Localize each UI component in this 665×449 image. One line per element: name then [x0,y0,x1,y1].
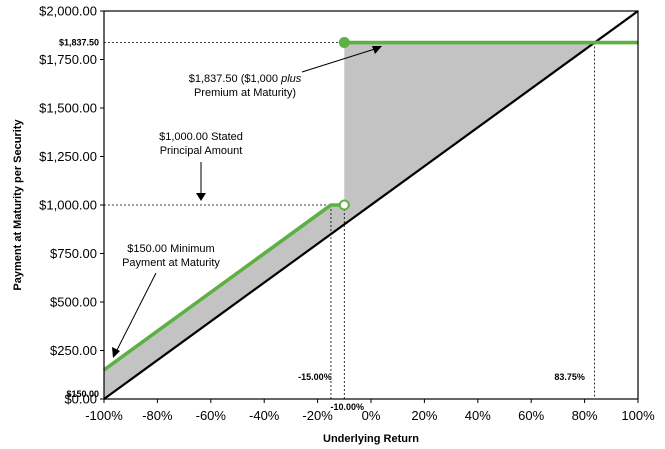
x-tick-label-1: -80% [142,408,173,423]
annotation-premium-arrow [301,47,379,73]
annotation-premium-italic: plus [280,73,302,85]
reference-label-neg10: -10.00% [331,402,365,412]
y-tick-label-8: $2,000.00 [39,4,97,19]
y-tick-label-4: $1,000.00 [39,198,97,213]
x-tick-label-9: 80% [572,408,598,423]
series-line-0 [103,10,639,400]
markers [338,37,350,211]
reference-label-150: $150.00 [66,389,99,399]
y-tick-label-5: $1,250.00 [39,149,97,164]
y-tick-label-0: $0.00 [64,392,97,407]
x-tick-label-6: 20% [411,408,437,423]
annotation-stated: $1,000.00 Stated Principal Amount [159,131,243,201]
x-tick-label-7: 40% [465,408,491,423]
y-tick-label-1: $250.00 [50,343,97,358]
annotation-minimum-arrowhead [112,347,120,358]
annotation-premium-line2: Premium at Maturity) [194,87,296,99]
annotation-minimum: $150.00 Minimum Payment at Maturity [112,243,220,358]
reference-label-8375: 83.75% [554,372,585,382]
x-tick-label-8: 60% [518,408,544,423]
y-tick-label-2: $500.00 [50,295,97,310]
y-tick-label-6: $1,500.00 [39,101,97,116]
y-tick-label-3: $750.00 [50,246,97,261]
annotation-minimum-line2: Payment at Maturity [122,257,220,269]
reference-label-1837: $1,837.50 [59,38,99,48]
x-tick-label-5: 0% [362,408,381,423]
svg-text:$1,837.50 ($1,000 plus: $1,837.50 ($1,000 plus [189,73,302,85]
y-axis-title: Payment at Maturity per Security [12,119,24,291]
annotation-premium: $1,837.50 ($1,000 plus Premium at Maturi… [189,46,382,99]
x-tick-label-0: -100% [85,408,123,423]
marker-1 [338,199,350,211]
annotation-premium-text: $1,837.50 ($1,000 [189,73,281,85]
x-tick-label-3: -40% [249,408,280,423]
shaded-region-0 [104,205,345,399]
reference-lines [104,42,596,399]
annotation-stated-line1: $1,000.00 Stated [159,131,243,143]
axes [100,10,639,403]
annotation-stated-line2: Principal Amount [160,145,243,157]
reference-label-neg15: -15.00% [298,372,332,382]
y-tick-label-7: $1,750.00 [39,52,97,67]
annotation-stated-arrowhead [196,193,206,201]
marker-0 [338,37,350,49]
annotation-minimum-arrow [116,272,157,351]
annotation-premium-arrowhead [372,46,382,54]
tick-labels: $0.00 $250.00 $500.00 $750.00 $1,000.00 $1,25… [39,4,655,424]
x-axis-title: Underlying Return [323,433,419,445]
annotation-minimum-line1: $150.00 Minimum [127,243,214,255]
x-tick-label-2: -60% [196,408,227,423]
x-tick-label-10: 100% [621,408,655,423]
x-tick-label-4: -20% [302,408,333,423]
